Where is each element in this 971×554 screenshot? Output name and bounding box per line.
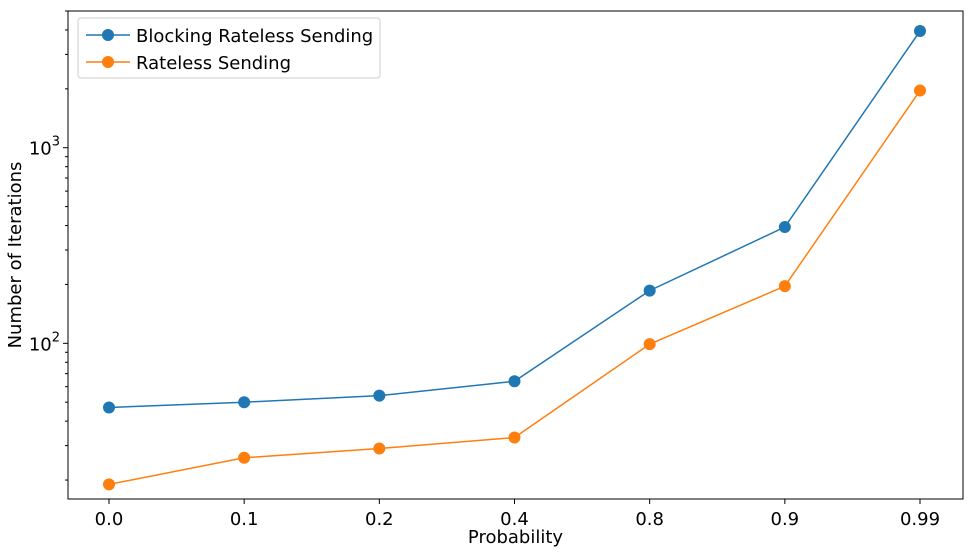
data-point — [508, 375, 521, 388]
legend: Blocking Rateless Sending Rateless Sendin… — [77, 17, 381, 79]
y-tick-exponent: 3 — [52, 135, 60, 150]
data-point — [373, 442, 386, 455]
data-point — [914, 84, 926, 97]
x-tick-label: 0.4 — [500, 509, 529, 530]
x-axis: 0.0 0.1 0.2 0.4 0.8 0.9 0.99 — [95, 499, 940, 530]
y-tick-base: 10 — [29, 139, 52, 160]
y-tick-label: 103 — [29, 135, 60, 160]
legend-marker — [102, 56, 114, 68]
x-tick-label: 0.8 — [635, 509, 664, 530]
data-point — [103, 478, 115, 491]
data-point — [778, 221, 791, 234]
x-tick-label: 0.99 — [900, 509, 940, 530]
data-point — [103, 401, 115, 414]
plot-frame — [67, 10, 964, 500]
x-axis-label: Probability — [468, 527, 563, 548]
y-tick-exponent: 2 — [52, 330, 60, 345]
x-tick-label: 0.0 — [95, 509, 124, 530]
data-point — [914, 25, 926, 38]
data-point — [373, 389, 386, 402]
legend-marker — [102, 29, 114, 41]
y-tick-label: 102 — [29, 330, 60, 355]
x-tick-label: 0.1 — [230, 509, 259, 530]
legend-box — [77, 17, 381, 79]
x-tick-label: 0.9 — [771, 509, 800, 530]
data-point — [643, 338, 656, 351]
data-point — [778, 280, 791, 293]
data-point — [508, 431, 521, 444]
x-tick-label: 0.2 — [365, 509, 394, 530]
data-point — [238, 451, 251, 464]
legend-label: Blocking Rateless Sending — [136, 26, 373, 47]
plot-area — [103, 25, 926, 491]
data-point — [238, 396, 251, 409]
data-point — [643, 284, 656, 297]
legend-label: Rateless Sending — [136, 53, 291, 74]
y-axis-label: Number of Iterations — [5, 162, 26, 349]
y-tick-base: 10 — [29, 334, 52, 355]
